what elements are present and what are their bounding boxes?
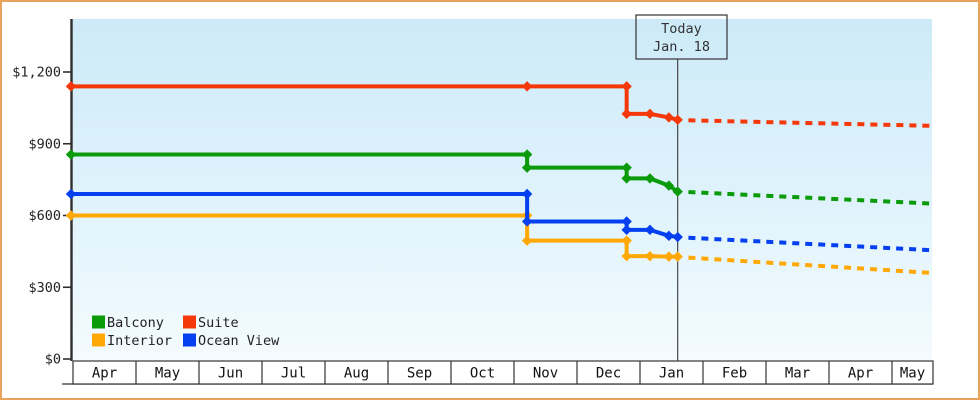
month-label: Jul — [281, 366, 306, 382]
y-axis-tick-label: $600 — [28, 208, 61, 224]
series-suite-marker — [521, 81, 533, 92]
month-label: Aug — [344, 366, 369, 382]
y-axis-tick-label: $300 — [28, 280, 61, 296]
legend-swatch-balcony — [92, 315, 105, 329]
legend-label-suite: Suite — [198, 315, 239, 331]
series-balcony-marker — [65, 149, 77, 160]
series-interior-marker — [65, 210, 77, 221]
series-interior-projection — [688, 255, 932, 275]
month-label: Mar — [785, 366, 810, 382]
series-suite-marker — [621, 81, 632, 92]
series-interior-marker — [663, 251, 675, 262]
series-suite-marker — [644, 108, 656, 120]
month-label: Sep — [407, 366, 432, 382]
legend-label-balcony: Balcony — [107, 315, 164, 331]
series-suite-marker — [65, 81, 77, 92]
series-balcony-marker — [663, 180, 675, 191]
month-label: May — [155, 366, 180, 382]
legend-label-interior: Interior — [107, 333, 172, 349]
series-ocean-view-marker — [521, 188, 533, 200]
month-axis-band — [72, 360, 934, 385]
series-ocean-view-projection — [688, 235, 932, 253]
series-interior-marker — [621, 235, 632, 246]
series-ocean-view-marker — [672, 231, 683, 243]
month-label: Oct — [470, 366, 495, 382]
series-balcony-marker — [644, 173, 656, 184]
series-interior-marker — [521, 235, 533, 246]
series-ocean-view-marker — [663, 230, 675, 242]
series-ocean-view-marker — [621, 224, 632, 236]
month-label: Jan — [659, 366, 684, 382]
legend-swatch-interior — [92, 333, 105, 347]
y-axis-tick-label: $1,200 — [12, 65, 61, 81]
series-balcony-marker — [521, 162, 533, 173]
series-balcony-marker — [621, 162, 632, 173]
series-suite-projection — [688, 118, 931, 128]
legend-label-ocean-view: Ocean View — [198, 333, 280, 349]
series-interior-marker — [621, 250, 632, 262]
series-interior-marker — [644, 250, 656, 262]
month-label: Apr — [92, 366, 117, 382]
today-label: Today — [661, 21, 702, 37]
month-label: Dec — [596, 366, 621, 382]
series-suite-marker — [663, 112, 675, 123]
plot-background — [72, 19, 932, 360]
series-balcony-projection — [688, 190, 932, 206]
series-balcony-marker — [672, 186, 683, 197]
month-label: Nov — [533, 366, 558, 382]
y-axis-tick-label: $900 — [28, 136, 61, 152]
series-ocean-view-marker — [621, 216, 632, 227]
today-annotation-box — [635, 14, 728, 60]
series-ocean-view-marker — [65, 188, 77, 200]
today-date-label: Jan. 18 — [653, 39, 710, 55]
series-ocean-view-marker — [644, 224, 656, 236]
month-label: Apr — [848, 366, 873, 382]
month-label: May — [900, 366, 925, 382]
y-axis-tick-label: $0 — [45, 352, 61, 368]
legend-swatch-ocean-view — [183, 333, 196, 347]
month-label: Jun — [218, 366, 243, 382]
series-interior-marker — [672, 251, 683, 262]
series-suite-marker — [672, 114, 683, 126]
month-label: Feb — [722, 366, 747, 382]
series-suite-marker — [621, 108, 632, 120]
series-ocean-view-marker — [521, 216, 533, 227]
series-balcony-marker — [621, 173, 632, 184]
legend-swatch-suite — [183, 315, 196, 329]
series-balcony-marker — [521, 149, 533, 160]
